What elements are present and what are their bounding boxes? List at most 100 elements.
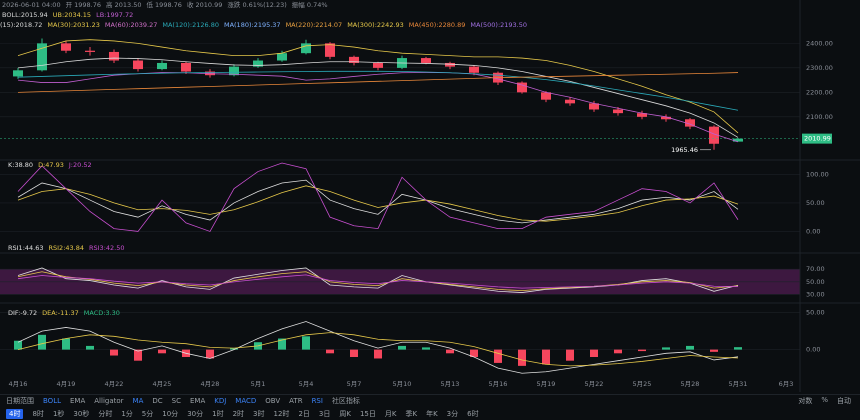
legend-entry: D:47.93 [38, 161, 64, 169]
interval-button[interactable]: 分时 [98, 409, 113, 418]
indicator-toggle[interactable]: MA [132, 397, 144, 405]
candle-body [229, 66, 239, 76]
indicator-toggle[interactable]: 社区指标 [331, 397, 360, 405]
y-tick-label: 2100.00 [806, 113, 833, 121]
interval-button[interactable]: 周K [339, 409, 351, 418]
legend-entry: BOLL:2015.94 [2, 11, 48, 19]
interval-button[interactable]: 年K [426, 409, 438, 418]
legend-entry: RSI3:42.50 [89, 244, 125, 252]
candle-body [61, 43, 71, 51]
indicator-toggle[interactable]: KDJ [214, 397, 227, 405]
y-tick-label: 0.00 [806, 227, 820, 235]
axis-option[interactable]: % [821, 396, 828, 404]
candle-body [613, 109, 623, 114]
x-tick-label: 5月22 [585, 380, 604, 388]
macd-bar [662, 347, 670, 350]
macd-bar [518, 349, 526, 366]
interval-button[interactable]: 1分 [121, 409, 133, 418]
y-tick-label: 50.00 [806, 278, 825, 286]
candle-body [709, 126, 719, 144]
candle-body [589, 103, 599, 110]
macd-bar [470, 349, 478, 357]
macd-bar [686, 345, 694, 350]
x-tick-label: 5月31 [729, 380, 748, 388]
interval-button[interactable]: 3时 [253, 409, 265, 418]
indicator-line [17, 72, 739, 93]
macd-bar [638, 349, 646, 352]
header-field: 涨跌 0.61%(12.23) [227, 0, 286, 9]
x-tick-label: 6月3 [779, 380, 794, 388]
indicator-line [17, 321, 739, 374]
x-tick-label: 5月13 [441, 380, 460, 388]
macd-bar [326, 349, 334, 354]
indicator-line [17, 70, 739, 111]
axis-option[interactable]: 对数 [798, 397, 813, 405]
interval-button[interactable]: 8时 [32, 409, 44, 418]
y-tick-label: 2400.00 [806, 39, 833, 47]
ma-readout: MA(300):2242.93 [347, 21, 404, 29]
header-field: 低 1998.76 [146, 0, 181, 9]
indicator-line [17, 185, 739, 222]
candle-body [325, 43, 335, 57]
y-tick-label: 70.00 [806, 265, 825, 273]
interval-button[interactable]: 月K [384, 409, 397, 418]
macd-bar [134, 349, 142, 361]
indicator-toggle[interactable]: RSI [311, 397, 323, 405]
date-range-button[interactable]: 日期范围 [6, 397, 34, 405]
legend-entry: DEA:-11.37 [42, 309, 79, 317]
header-field: 高 2013.50 [106, 0, 141, 9]
axis-option[interactable]: 自动 [837, 397, 851, 405]
interval-button[interactable]: 2日 [298, 409, 310, 418]
interval-button[interactable]: 10分 [162, 409, 179, 418]
candle-body [133, 60, 143, 70]
interval-button[interactable]: 5分 [141, 409, 154, 418]
macd-bar [62, 338, 70, 350]
interval-button[interactable]: 30秒 [73, 409, 90, 418]
candle-body [733, 138, 743, 142]
legend-entry: MA(120):2126.80 [162, 21, 219, 29]
macd-bar [494, 349, 502, 363]
interval-button[interactable]: 15日 [359, 409, 376, 418]
x-tick-label: 5月10 [393, 380, 412, 388]
ma-readout: MA(180):2195.37 [224, 21, 281, 29]
interval-button[interactable]: 2时 [232, 409, 245, 418]
interval-button[interactable]: 季K [405, 409, 418, 418]
interval-button[interactable]: 1时 [212, 409, 224, 418]
indicator-toggle[interactable]: Alligator [94, 397, 124, 405]
legend-entry: DIF:-9.72 [8, 309, 37, 317]
indicator-toggle[interactable]: EMA [189, 397, 206, 405]
candle-body [637, 113, 647, 117]
header-field: 振幅 0.74% [292, 0, 328, 9]
indicator-toggle[interactable]: ATR [289, 397, 303, 405]
interval-button[interactable]: 3分 [446, 409, 459, 418]
indicator-toggle[interactable]: BOLL [43, 397, 61, 405]
interval-toolbar: 4时 8时 1秒 30秒 分时 1分 5分 10分 30分 1时 2时 3时 12时 2日 3日 周K 15日月… [0, 407, 860, 420]
candle-body [37, 43, 47, 71]
legend-entry: LB:1997.72 [96, 11, 133, 19]
interval-button[interactable]: 12时 [273, 409, 290, 418]
candle-body [109, 51, 119, 61]
indicator-toggle[interactable]: DC [152, 397, 163, 405]
macd-bar [446, 349, 454, 354]
candle-body [565, 99, 575, 104]
indicator-toggle[interactable]: EMA [70, 397, 86, 405]
interval-button[interactable]: 1秒 [52, 409, 65, 418]
header-field: 2026-06-01 04:00 [2, 1, 61, 9]
x-tick-label: 4月22 [105, 380, 124, 388]
indicator-line [17, 39, 739, 134]
indicator-toggle[interactable]: MACD [235, 397, 257, 405]
interval-button[interactable]: 6时 [467, 409, 479, 418]
low-annotation: 1965.46 [671, 146, 698, 154]
header-field: 收 2010.99 [187, 0, 222, 9]
candle-body [445, 62, 455, 67]
macd-bar [206, 349, 214, 359]
indicator-toggle[interactable]: SC [171, 397, 181, 405]
indicator-toggle[interactable]: OBV [265, 397, 281, 405]
x-tick-label: 4月16 [9, 380, 28, 388]
interval-button[interactable]: 4时 [6, 408, 24, 419]
interval-button[interactable]: 30分 [187, 409, 204, 418]
ma-readout: MA(220):2214.07 [286, 21, 343, 29]
candle-body [541, 92, 551, 100]
interval-button[interactable]: 3日 [318, 409, 331, 418]
x-tick-label: 5月25 [633, 380, 652, 388]
